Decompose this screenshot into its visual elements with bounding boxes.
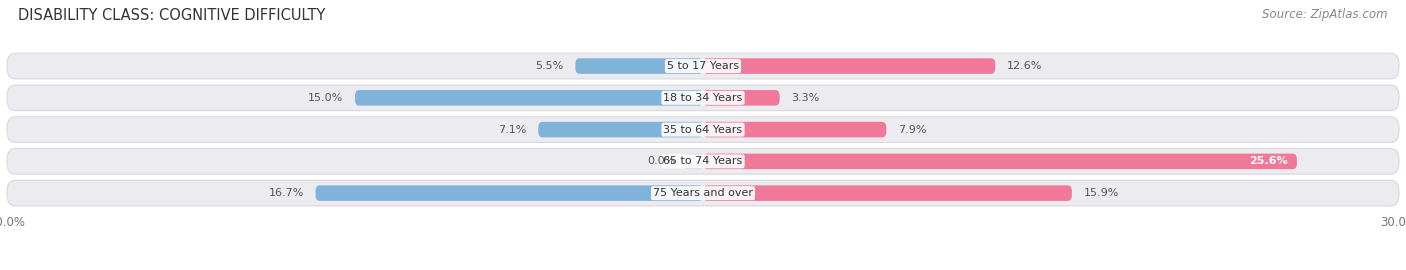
Text: 15.9%: 15.9% <box>1084 188 1119 198</box>
FancyBboxPatch shape <box>7 53 1399 79</box>
FancyBboxPatch shape <box>7 85 1399 111</box>
Text: 7.1%: 7.1% <box>498 124 527 135</box>
FancyBboxPatch shape <box>703 58 995 74</box>
FancyBboxPatch shape <box>575 58 703 74</box>
FancyBboxPatch shape <box>703 122 886 137</box>
FancyBboxPatch shape <box>703 154 1296 169</box>
Text: 0.0%: 0.0% <box>647 156 675 166</box>
Text: 12.6%: 12.6% <box>1007 61 1042 71</box>
FancyBboxPatch shape <box>703 90 779 106</box>
FancyBboxPatch shape <box>538 122 703 137</box>
Text: 35 to 64 Years: 35 to 64 Years <box>664 124 742 135</box>
Text: DISABILITY CLASS: COGNITIVE DIFFICULTY: DISABILITY CLASS: COGNITIVE DIFFICULTY <box>18 8 326 23</box>
Text: 16.7%: 16.7% <box>269 188 304 198</box>
Text: 18 to 34 Years: 18 to 34 Years <box>664 93 742 103</box>
Text: 7.9%: 7.9% <box>898 124 927 135</box>
FancyBboxPatch shape <box>685 154 703 169</box>
Text: 25.6%: 25.6% <box>1249 156 1288 166</box>
Text: 15.0%: 15.0% <box>308 93 343 103</box>
FancyBboxPatch shape <box>315 185 703 201</box>
Text: Source: ZipAtlas.com: Source: ZipAtlas.com <box>1263 8 1388 21</box>
Text: 5.5%: 5.5% <box>536 61 564 71</box>
FancyBboxPatch shape <box>354 90 703 106</box>
Text: 75 Years and over: 75 Years and over <box>652 188 754 198</box>
Text: 5 to 17 Years: 5 to 17 Years <box>666 61 740 71</box>
FancyBboxPatch shape <box>7 180 1399 206</box>
Text: 65 to 74 Years: 65 to 74 Years <box>664 156 742 166</box>
FancyBboxPatch shape <box>703 185 1071 201</box>
FancyBboxPatch shape <box>7 148 1399 174</box>
FancyBboxPatch shape <box>7 117 1399 142</box>
Text: 3.3%: 3.3% <box>792 93 820 103</box>
